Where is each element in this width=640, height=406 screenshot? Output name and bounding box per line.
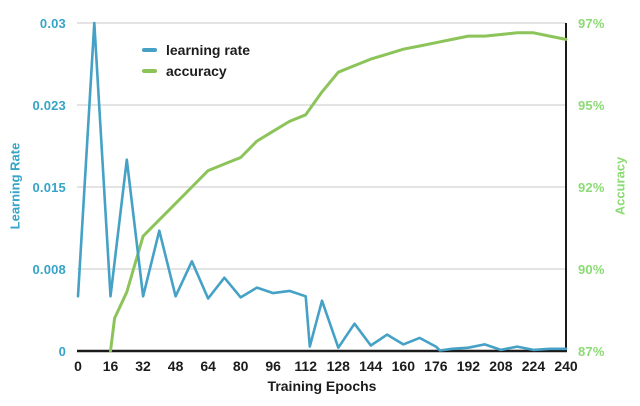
legend-item-accuracy: accuracy [142, 63, 250, 79]
right-axis-title: Accuracy [612, 156, 628, 216]
legend-label-accuracy: accuracy [166, 63, 227, 79]
axis-tick-label: 97% [578, 16, 605, 31]
accuracy-swatch-icon [142, 69, 157, 73]
left-axis-title: Learning Rate [7, 142, 23, 230]
axis-tick-label: 144 [359, 358, 383, 374]
learning-rate-swatch-icon [142, 48, 157, 52]
gridlines [77, 22, 566, 270]
axis-tick-label: 0 [58, 344, 66, 359]
axis-tick-label: 128 [326, 358, 350, 374]
axis-tick-label: 92% [578, 180, 605, 195]
axis-tick-label: 224 [521, 358, 546, 374]
axis-tick-label: 176 [424, 358, 448, 374]
axis-tick-label: 0.03 [39, 16, 66, 31]
axis-tick-label: 48 [167, 358, 184, 374]
axis-tick-label: 16 [102, 358, 119, 374]
axis-tick-label: 95% [578, 98, 605, 113]
axis-tick-label: 0.023 [32, 98, 66, 113]
axis-tick-label: 90% [578, 262, 605, 277]
axis-tick-label: 64 [200, 358, 216, 374]
axis-tick-label: 96 [265, 358, 281, 374]
axis-tick-label: 0.008 [32, 262, 66, 277]
axis-tick-label: 80 [232, 358, 249, 374]
x-axis-title: Training Epochs [267, 378, 377, 394]
accuracy-line [109, 31, 568, 353]
axis-tick-label: 0.015 [32, 180, 66, 195]
axis-tick-label: 0 [74, 358, 82, 374]
legend-item-learning-rate: learning rate [142, 42, 250, 58]
legend: learning rate accuracy [142, 42, 250, 79]
axis-tick-label: 32 [135, 358, 151, 374]
axis-tick-label: 192 [456, 358, 481, 374]
axis-tick-label: 240 [554, 358, 578, 374]
axis-tick-label: 87% [578, 344, 605, 359]
legend-label-learning-rate: learning rate [166, 42, 251, 58]
learning-rate-line [76, 21, 568, 352]
axis-tick-label: 112 [294, 358, 318, 374]
axis-tick-label: 160 [391, 358, 415, 374]
axis-tick-label: 208 [489, 358, 513, 374]
